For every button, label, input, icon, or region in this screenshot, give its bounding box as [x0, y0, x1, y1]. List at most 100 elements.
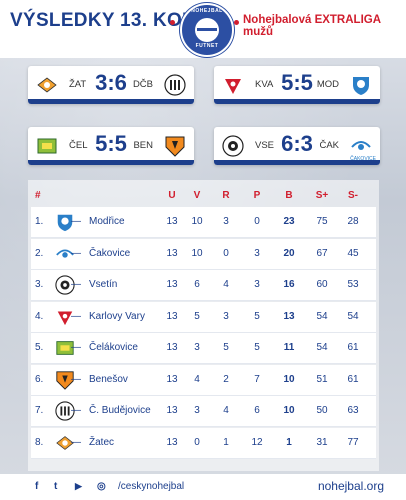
cakovice-caption: ČAKOVICE [350, 156, 376, 162]
benesov-crest-icon [56, 370, 74, 390]
points-value: 13 [283, 310, 295, 322]
team-name: Č. Budějovice [89, 405, 151, 416]
league-subtitle: Nohejbalová EXTRALIGA mužů [243, 14, 381, 38]
wins-value: 10 [191, 247, 203, 259]
team-name: Čelákovice [89, 342, 138, 353]
wins-value: 3 [194, 405, 200, 416]
zatec-crest-icon [37, 77, 57, 93]
rank: 1. [35, 216, 44, 227]
played-value: 13 [166, 310, 178, 322]
played-value: 13 [166, 436, 178, 448]
sets-for-value: 75 [316, 216, 328, 227]
card-accent-bar [28, 99, 194, 104]
home-team: VSE [255, 140, 275, 151]
zatec-crest-icon [56, 435, 74, 450]
rank: 4. [35, 310, 44, 322]
result-card: VSE 6:3 ČAK ČAKOVICE [214, 127, 380, 165]
table-row: 1. — Modřice 13 10 3 0 23 75 28 [31, 207, 376, 238]
dash: — [71, 405, 81, 416]
logo-text-bottom: FUTNET [195, 43, 219, 49]
celakovice-crest-icon [56, 341, 74, 355]
rank: 3. [35, 279, 44, 290]
cakovice-crest-icon [351, 141, 371, 150]
col-draws: R [222, 190, 230, 201]
points-value: 10 [283, 405, 295, 416]
dash: — [71, 342, 81, 353]
table-row: 4. — Karlovy Vary 13 5 3 5 13 54 54 [31, 301, 376, 333]
sets-against-value: 61 [347, 342, 359, 353]
team-name: Benešov [89, 373, 128, 385]
sets-against-value: 54 [347, 310, 359, 322]
result-card: KVA 5:5 MOD [214, 66, 380, 104]
result-card: ČEL 5:5 BEN [28, 127, 194, 165]
points-value: 16 [283, 279, 295, 290]
table-row: 8. — Žatec 13 0 1 12 1 31 77 [31, 427, 376, 459]
team-name: Karlovy Vary [89, 310, 145, 322]
vsetin-crest-icon [55, 275, 75, 295]
sets-for-value: 67 [316, 247, 328, 259]
sets-against-value: 77 [347, 436, 359, 448]
team-name: Modřice [89, 216, 125, 227]
points-value: 1 [286, 436, 292, 448]
table-row: 5. — Čelákovice 13 3 5 5 11 54 61 [31, 333, 376, 364]
away-team: DČB [132, 79, 153, 90]
sets-against-value: 63 [347, 405, 359, 416]
header: VÝSLEDKY 13. KOLA NOHEJBAL FUTNET Nohejb… [0, 0, 406, 58]
score: 6:3 [281, 131, 313, 156]
youtube-icon[interactable]: ▶ [75, 481, 82, 491]
losses-value: 6 [254, 405, 260, 416]
rank: 5. [35, 342, 44, 353]
played-value: 13 [166, 216, 178, 227]
league-logo: NOHEJBAL FUTNET [180, 3, 234, 57]
played-value: 13 [166, 373, 178, 385]
dot-separator [170, 20, 175, 25]
table-row: 6. — Benešov 13 4 2 7 10 51 61 [31, 364, 376, 396]
losses-value: 5 [254, 310, 260, 322]
points-value: 20 [283, 247, 295, 259]
wins-value: 0 [194, 436, 200, 448]
col-sets-for: S+ [315, 190, 329, 201]
facebook-icon[interactable]: f [35, 481, 39, 492]
sets-against-value: 61 [347, 373, 359, 385]
rank: 8. [35, 436, 44, 448]
played-value: 13 [166, 279, 178, 290]
sets-for-value: 51 [316, 373, 328, 385]
dash: — [71, 247, 81, 259]
col-losses: P [253, 190, 261, 201]
losses-value: 3 [254, 279, 260, 290]
logo-text-top: NOHEJBAL [191, 8, 223, 14]
draws-value: 1 [223, 436, 229, 448]
social-handle[interactable]: /ceskynohejbal [118, 481, 185, 492]
twitter-icon[interactable]: t [54, 481, 58, 492]
page-title: VÝSLEDKY 13. KOLA [10, 10, 208, 31]
draws-value: 3 [223, 216, 229, 227]
wins-value: 3 [194, 342, 200, 353]
instagram-icon[interactable]: ◎ [97, 481, 106, 492]
sets-against-value: 28 [347, 216, 359, 227]
card-accent-bar [214, 160, 380, 165]
losses-value: 7 [254, 373, 260, 385]
draws-value: 4 [223, 405, 229, 416]
home-team: KVA [255, 79, 274, 90]
modrice-crest-icon [353, 77, 369, 95]
website-link[interactable]: nohejbal.org [317, 479, 384, 493]
karlovy-vary-crest-icon [225, 79, 241, 94]
sets-for-value: 54 [316, 342, 328, 353]
sets-for-value: 60 [316, 279, 328, 290]
dash: — [71, 310, 81, 322]
points-value: 10 [283, 373, 295, 385]
draws-value: 2 [223, 373, 229, 385]
draws-value: 4 [223, 279, 229, 290]
points-value: 23 [283, 216, 295, 227]
losses-value: 12 [251, 436, 263, 448]
card-accent-bar [214, 99, 380, 104]
team-name: Vsetín [89, 279, 118, 290]
table-row: 7. — Č. Budějovice 13 3 4 6 10 50 63 [31, 396, 376, 427]
home-team: ČEL [69, 140, 88, 151]
dash: — [71, 373, 81, 385]
losses-value: 3 [254, 247, 260, 259]
benesov-crest-icon [165, 136, 185, 157]
table-row: 2. — Čakovice 13 10 0 3 20 67 45 [31, 238, 376, 270]
team-name: Žatec [89, 436, 115, 448]
rank: 2. [35, 247, 44, 259]
